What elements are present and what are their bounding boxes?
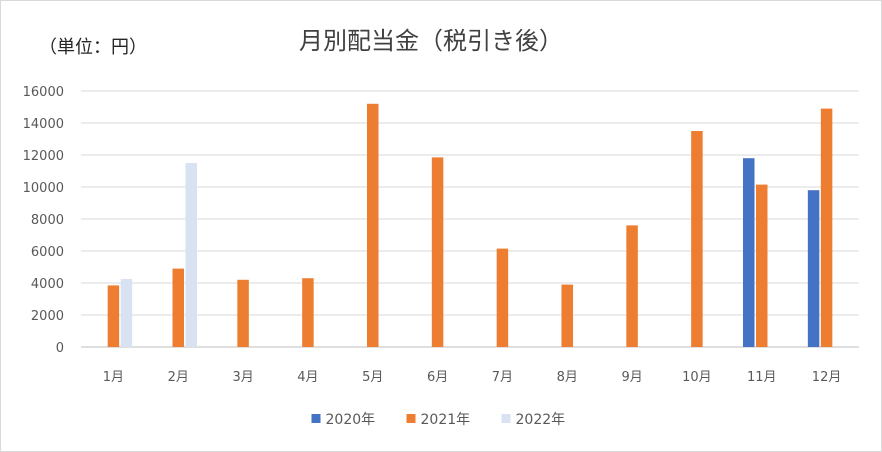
- bar: [237, 279, 249, 347]
- y-axis-ticks: 0 2000 4000 6000 8000 10000 12000 14000 16000: [23, 85, 64, 356]
- legend-label: 2022年: [516, 412, 566, 428]
- x-tick-label: 2月: [168, 370, 189, 385]
- x-tick-label: 5月: [362, 370, 383, 385]
- unit-label: （単位：円）: [39, 37, 147, 58]
- bar: [185, 163, 197, 347]
- y-tick-label: 0: [56, 341, 64, 356]
- y-tick-label: 14000: [23, 117, 64, 132]
- legend-swatch: [311, 414, 321, 423]
- bar: [107, 285, 120, 347]
- bar: [367, 103, 379, 347]
- legend-swatch: [501, 414, 511, 423]
- x-tick-label: 8月: [557, 370, 578, 385]
- y-tick-label: 12000: [23, 149, 64, 164]
- bar: [626, 225, 638, 347]
- x-tick-label: 10月: [682, 370, 712, 385]
- y-tick-label: 10000: [23, 181, 64, 196]
- legend-label: 2020年: [326, 412, 376, 428]
- bar: [743, 158, 755, 347]
- bar: [172, 268, 184, 347]
- x-axis-ticks: 1月 2月 3月 4月 5月 6月 7月 8月 9月 10月 11月 12月: [103, 370, 842, 385]
- bar: [820, 108, 833, 347]
- y-tick-label: 4000: [31, 277, 64, 292]
- bar: [302, 278, 314, 347]
- bar: [431, 157, 444, 347]
- x-tick-label: 3月: [232, 370, 253, 385]
- x-tick-label: 9月: [621, 370, 642, 385]
- x-tick-label: 7月: [492, 370, 513, 385]
- legend-label: 2021年: [421, 412, 471, 428]
- bars: [107, 103, 833, 347]
- legend-swatch: [406, 414, 416, 423]
- bar: [756, 184, 768, 347]
- x-tick-label: 4月: [297, 370, 318, 385]
- bar: [120, 279, 133, 347]
- legend: 2020年 2021年 2022年: [311, 412, 566, 428]
- x-tick-label: 11月: [747, 370, 777, 385]
- bar: [561, 284, 573, 347]
- bar: [691, 131, 703, 347]
- bar: [496, 248, 509, 347]
- gridlines: [81, 90, 859, 348]
- x-tick-label: 1月: [103, 370, 124, 385]
- bar: [807, 190, 820, 347]
- chart-title: 月別配当金（税引き後）: [299, 27, 563, 55]
- y-tick-label: 8000: [31, 213, 64, 228]
- x-tick-label: 6月: [427, 370, 448, 385]
- x-tick-label: 12月: [812, 370, 842, 385]
- y-tick-label: 16000: [23, 85, 64, 100]
- y-tick-label: 6000: [31, 245, 64, 260]
- y-tick-label: 2000: [31, 309, 64, 324]
